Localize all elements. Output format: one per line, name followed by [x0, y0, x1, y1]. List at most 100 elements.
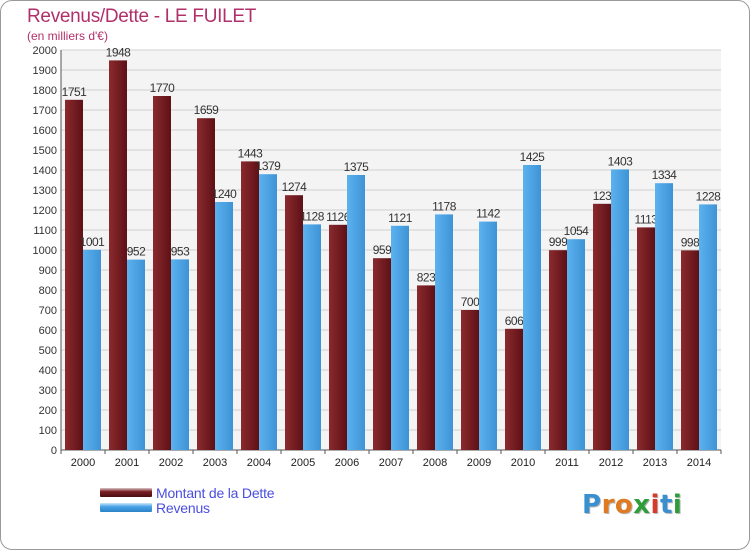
proxiti-logo: Proxiti — [582, 490, 682, 520]
bar-revenus — [303, 224, 321, 450]
data-label-dette: 1751 — [62, 85, 88, 99]
logo-letter: i — [672, 490, 683, 520]
bar-revenus — [567, 239, 585, 450]
data-label-dette: 1770 — [150, 81, 176, 95]
y-tick-label: 100 — [39, 425, 57, 437]
x-tick-label: 2005 — [291, 457, 315, 469]
y-tick-label: 700 — [39, 305, 57, 317]
data-label-dette: 1126 — [326, 210, 351, 224]
legend-label-dette: Montant de la Dette — [156, 485, 275, 501]
bar-dette — [153, 96, 171, 450]
data-label-dette: 1274 — [282, 180, 308, 194]
y-tick-label: 1200 — [33, 205, 57, 217]
bar-dette — [285, 195, 303, 450]
x-tick-label: 2002 — [159, 457, 183, 469]
y-tick-label: 600 — [39, 325, 57, 337]
data-label-dette: 700 — [461, 295, 480, 309]
data-label-revenus: 1001 — [80, 235, 106, 249]
legend-swatch-revenus — [100, 503, 152, 512]
x-tick-label: 2006 — [335, 457, 359, 469]
y-tick-label: 900 — [39, 265, 57, 277]
legend-label-revenus: Revenus — [156, 500, 210, 516]
x-tick-label: 2004 — [247, 457, 271, 469]
data-label-dette: 1948 — [106, 45, 132, 59]
bar-revenus — [259, 174, 277, 450]
bar-revenus — [347, 175, 365, 450]
data-label-revenus: 1425 — [520, 150, 546, 164]
data-label-revenus: 1121 — [388, 211, 413, 225]
bar-dette — [593, 203, 611, 450]
chart-title: Revenus/Dette - LE FUILET — [27, 6, 257, 27]
chart-subtitle: (en milliers d'€) — [27, 29, 108, 43]
y-tick-label: 0 — [51, 445, 57, 457]
x-tick-label: 2001 — [115, 457, 139, 469]
y-tick-label: 1900 — [33, 65, 57, 77]
logo-letter: i — [650, 490, 660, 520]
y-tick-label: 800 — [39, 285, 57, 297]
data-label-dette: 823 — [417, 270, 436, 284]
data-label-revenus: 952 — [127, 245, 146, 259]
x-tick-label: 2012 — [599, 457, 623, 469]
data-label-dette: 999 — [549, 235, 568, 249]
bar-revenus — [83, 249, 101, 450]
data-label-dette: 1659 — [194, 103, 220, 117]
y-tick-label: 1700 — [33, 105, 57, 117]
data-label-revenus: 1128 — [300, 209, 325, 223]
data-label-revenus: 1142 — [476, 207, 501, 221]
data-label-dette: 1443 — [238, 146, 264, 160]
bar-revenus — [611, 169, 629, 450]
bar-dette — [681, 250, 699, 450]
bar-dette — [65, 99, 83, 451]
bar-revenus — [479, 221, 497, 450]
x-tick-label: 2010 — [511, 457, 535, 469]
data-label-dette: 123 — [593, 189, 612, 203]
bar-dette — [461, 310, 479, 450]
y-tick-label: 300 — [39, 385, 57, 397]
data-label-revenus: 953 — [171, 244, 190, 258]
x-tick-label: 2014 — [687, 457, 711, 469]
bar-dette — [109, 60, 127, 451]
logo-letter: r — [601, 490, 615, 520]
bar-dette — [373, 258, 391, 450]
bar-dette — [197, 118, 215, 450]
x-tick-label: 2003 — [203, 457, 227, 469]
data-label-dette: 1113 — [635, 212, 659, 226]
logo-letter: x — [633, 490, 651, 520]
data-label-revenus: 1054 — [564, 224, 590, 238]
logo-letter: o — [614, 490, 634, 520]
y-tick-label: 1300 — [33, 185, 57, 197]
bar-dette — [329, 224, 347, 450]
y-tick-label: 2000 — [33, 45, 57, 57]
bar-dette — [549, 250, 567, 450]
logo-letter: t — [659, 490, 673, 520]
bar-revenus — [391, 225, 409, 450]
y-tick-label: 1400 — [33, 165, 57, 177]
y-tick-label: 1000 — [33, 245, 57, 257]
data-label-revenus: 1334 — [652, 168, 678, 182]
x-tick-label: 2007 — [379, 457, 403, 469]
data-label-revenus: 1403 — [608, 154, 634, 168]
y-tick-label: 200 — [39, 405, 57, 417]
bar-dette — [417, 285, 435, 450]
x-tick-label: 2011 — [555, 457, 579, 469]
legend-swatch-dette — [100, 488, 152, 497]
y-tick-label: 400 — [39, 365, 57, 377]
bar-revenus — [655, 183, 673, 450]
bar-dette — [637, 227, 655, 450]
data-label-dette: 998 — [681, 235, 700, 249]
logo-letter: P — [582, 490, 602, 520]
bar-revenus — [171, 259, 189, 450]
data-label-revenus: 1178 — [432, 199, 457, 213]
bar-dette — [241, 161, 259, 450]
x-tick-label: 2009 — [467, 457, 491, 469]
y-tick-label: 1600 — [33, 125, 57, 137]
bar-revenus — [215, 202, 233, 450]
data-label-revenus: 1379 — [256, 159, 282, 173]
bar-revenus — [699, 204, 717, 450]
data-label-dette: 959 — [373, 243, 392, 257]
bar-revenus — [523, 165, 541, 450]
data-label-revenus: 1375 — [344, 160, 370, 174]
y-tick-label: 1800 — [33, 85, 57, 97]
x-tick-label: 2000 — [71, 457, 95, 469]
